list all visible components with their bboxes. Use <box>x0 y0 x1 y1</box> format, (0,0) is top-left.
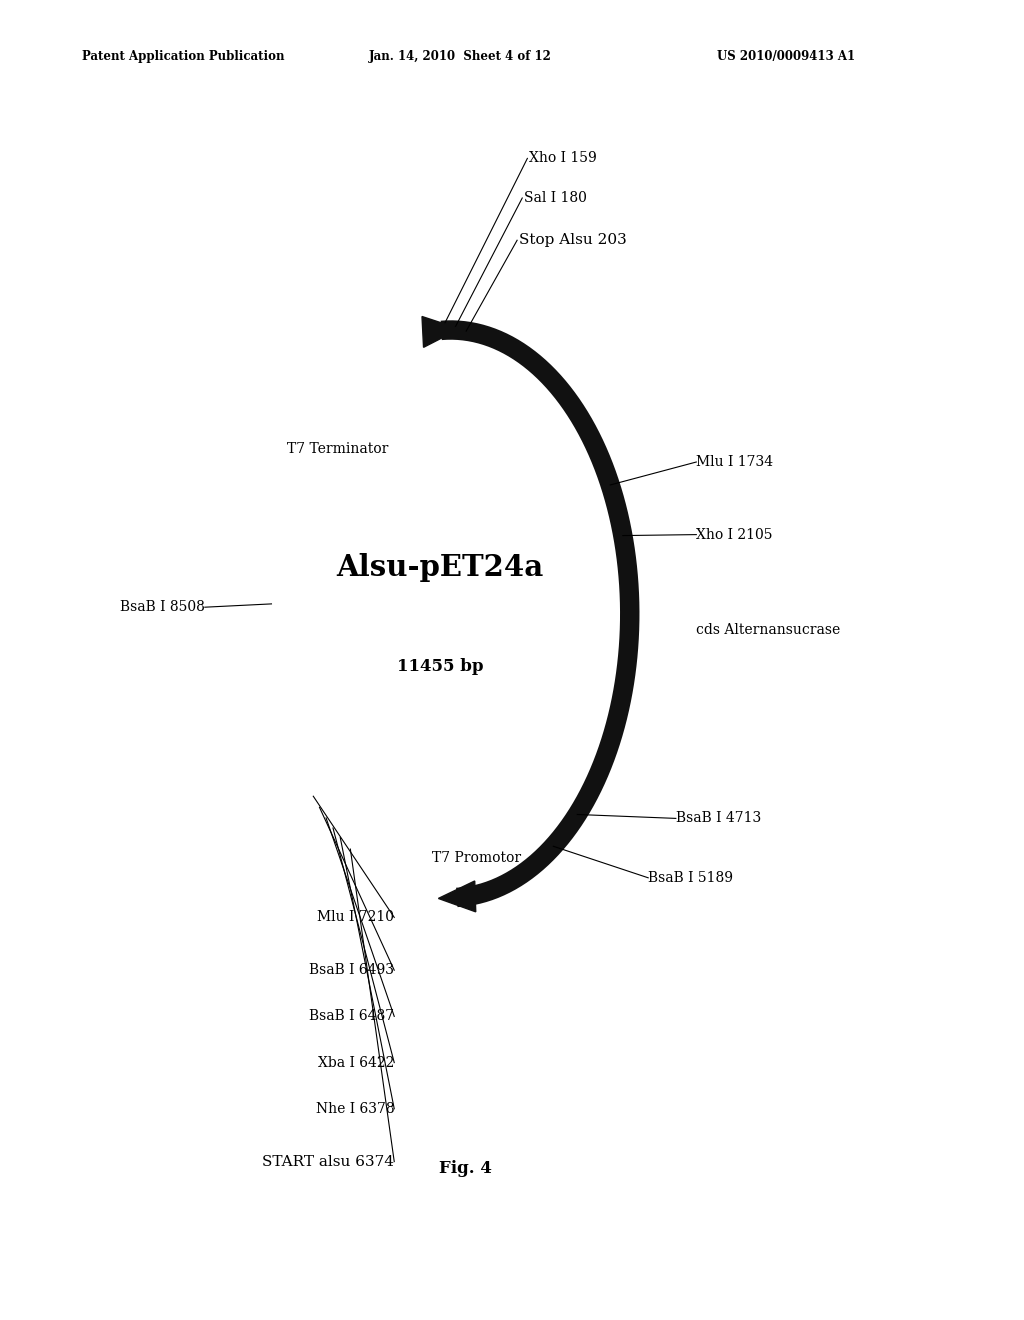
Polygon shape <box>438 880 476 912</box>
Polygon shape <box>422 317 460 347</box>
Text: T7 Promotor: T7 Promotor <box>431 851 521 865</box>
Text: Nhe I 6378: Nhe I 6378 <box>315 1102 394 1115</box>
Text: US 2010/0009413 A1: US 2010/0009413 A1 <box>717 50 855 63</box>
Text: START alsu 6374: START alsu 6374 <box>262 1155 394 1168</box>
Text: Mlu I 1734: Mlu I 1734 <box>696 455 773 469</box>
Text: Sal I 180: Sal I 180 <box>524 191 587 205</box>
Text: Patent Application Publication: Patent Application Publication <box>82 50 285 63</box>
Text: BsaB I 5189: BsaB I 5189 <box>648 871 733 884</box>
Text: Xho I 2105: Xho I 2105 <box>696 528 773 541</box>
Text: BsaB I 8508: BsaB I 8508 <box>120 601 205 614</box>
Text: BsaB I 6487: BsaB I 6487 <box>309 1010 394 1023</box>
Text: BsaB I 4713: BsaB I 4713 <box>676 812 761 825</box>
Text: Fig. 4: Fig. 4 <box>439 1160 493 1176</box>
Text: 11455 bp: 11455 bp <box>397 659 483 675</box>
Text: Mlu I 7210: Mlu I 7210 <box>317 911 394 924</box>
Text: Jan. 14, 2010  Sheet 4 of 12: Jan. 14, 2010 Sheet 4 of 12 <box>369 50 552 63</box>
Text: Xho I 159: Xho I 159 <box>529 152 597 165</box>
Text: Xba I 6422: Xba I 6422 <box>317 1056 394 1069</box>
Text: Alsu-pET24a: Alsu-pET24a <box>337 553 544 582</box>
Text: T7 Terminator: T7 Terminator <box>288 442 388 455</box>
Text: cds Alternansucrase: cds Alternansucrase <box>696 623 841 636</box>
Text: Stop Alsu 203: Stop Alsu 203 <box>519 234 627 247</box>
Text: BsaB I 6493: BsaB I 6493 <box>309 964 394 977</box>
